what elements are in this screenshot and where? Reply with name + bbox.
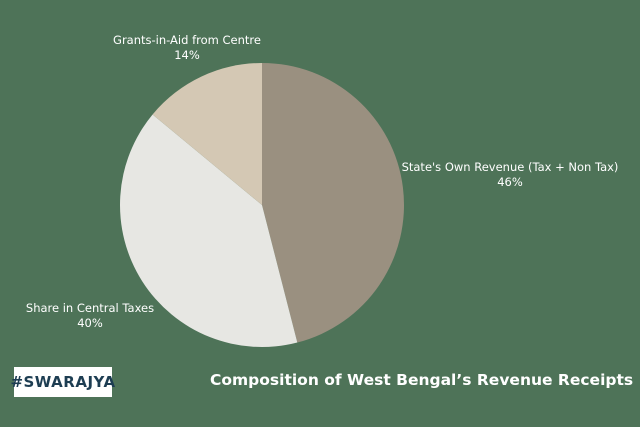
slice-value-label-1: 40% [77, 316, 103, 330]
slice-value-label-2: 14% [174, 48, 200, 62]
pie-slice-2 [152, 62, 262, 205]
chart-title: Composition of West Bengal’s Revenue Rec… [210, 371, 634, 389]
swarajya-logo-text: #SWARAJYA [10, 373, 116, 391]
pie-slice-0 [262, 63, 405, 343]
slice-value-label-0: 46% [497, 175, 523, 189]
slice-label-0: State's Own Revenue (Tax + Non Tax) [402, 160, 619, 174]
slice-label-2: Grants-in-Aid from Centre [113, 33, 261, 47]
swarajya-logo: #SWARAJYA [10, 367, 115, 397]
pie-slice-1 [119, 114, 298, 347]
slice-label-1: Share in Central Taxes [26, 301, 154, 315]
